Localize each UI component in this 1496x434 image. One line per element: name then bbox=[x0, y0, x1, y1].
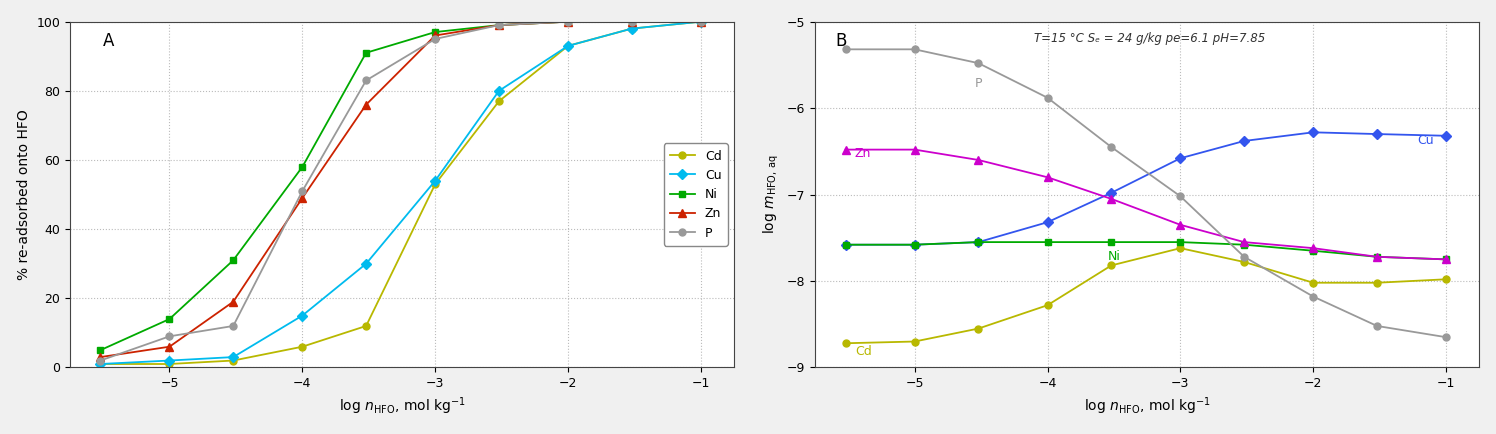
Text: Ni: Ni bbox=[1107, 250, 1121, 263]
Text: A: A bbox=[103, 32, 114, 50]
X-axis label: log $n_{\mathrm{HFO}}$, mol kg$^{-1}$: log $n_{\mathrm{HFO}}$, mol kg$^{-1}$ bbox=[338, 396, 465, 418]
Text: P: P bbox=[974, 77, 981, 90]
Y-axis label: % re-adsorbed onto HFO: % re-adsorbed onto HFO bbox=[16, 109, 30, 280]
Legend: Cd, Cu, Ni, Zn, P: Cd, Cu, Ni, Zn, P bbox=[664, 143, 729, 246]
X-axis label: log $n_{\mathrm{HFO}}$, mol kg$^{-1}$: log $n_{\mathrm{HFO}}$, mol kg$^{-1}$ bbox=[1083, 396, 1210, 418]
Y-axis label: log $m_{\mathrm{HFO,\,aq}}$: log $m_{\mathrm{HFO,\,aq}}$ bbox=[761, 155, 781, 234]
Text: Cu: Cu bbox=[1417, 135, 1433, 148]
Text: Cd: Cd bbox=[854, 345, 872, 358]
Text: T=15 °C Sₑ = 24 g/kg pe=6.1 pH=7.85: T=15 °C Sₑ = 24 g/kg pe=6.1 pH=7.85 bbox=[1034, 32, 1266, 45]
Text: Zn: Zn bbox=[854, 147, 871, 160]
Text: B: B bbox=[835, 32, 847, 50]
